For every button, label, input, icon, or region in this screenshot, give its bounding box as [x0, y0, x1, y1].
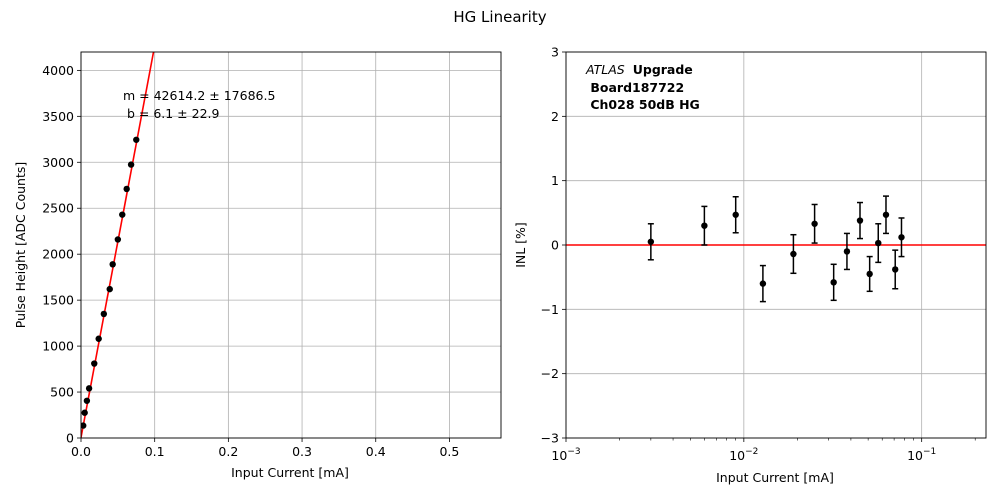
left-axes-frame [80, 51, 502, 439]
right-x-tick-label: 10−2 [729, 447, 758, 463]
left-x-axis-label: Input Current [mA] [231, 465, 349, 480]
left-data-points [81, 136, 140, 429]
left-data-point [81, 422, 87, 429]
inl-data-points [647, 211, 905, 287]
left-data-point [95, 335, 102, 342]
right-y-tick-label: 1 [551, 173, 559, 188]
inl-data-point [811, 220, 818, 227]
left-panel: 0.0 0.1 0.2 0.3 0.4 0.5 0 500 1000 1500 2000 2500 30… [13, 51, 502, 480]
inl-data-point [647, 238, 655, 245]
right-y-tick-label: 3 [551, 45, 559, 60]
left-data-point [91, 360, 98, 367]
left-data-point [109, 261, 116, 268]
atlas-upgrade-annotation: ATLAS Upgrade [585, 62, 693, 77]
right-ticks: 10−3 10−2 10−1 −3 −2 −1 0 1 2 3 [541, 45, 976, 463]
right-y-tick-label: −3 [541, 431, 559, 446]
right-panel: 10−3 10−2 10−1 −3 −2 −1 0 1 2 3 Input Current [mA… [513, 45, 987, 485]
inl-data-point [892, 266, 899, 273]
inl-data-point [866, 270, 873, 278]
right-y-tick-label: 2 [551, 109, 559, 124]
left-grid [80, 52, 501, 439]
left-data-point [119, 211, 126, 218]
inl-data-point [759, 280, 767, 287]
left-data-point [83, 397, 91, 404]
left-x-tick-label: 0.3 [292, 444, 312, 459]
left-y-tick-label: 2000 [42, 247, 74, 262]
left-x-tick-label: 0.2 [218, 444, 238, 459]
left-ticks: 0.0 0.1 0.2 0.3 0.4 0.5 0 500 1000 1500 2000 2500 30… [42, 63, 459, 459]
left-data-point [114, 236, 122, 243]
right-y-tick-label: −2 [541, 366, 559, 381]
left-y-tick-label: 1000 [42, 339, 74, 354]
fit-slope-annotation: m = 42614.2 ± 17686.5 [123, 88, 275, 103]
left-x-tick-label: 0.4 [366, 444, 386, 459]
inl-data-point [790, 250, 797, 258]
right-y-tick-label: 0 [551, 238, 559, 253]
left-y-tick-label: 500 [50, 385, 74, 400]
right-x-tick-label: 10−1 [907, 447, 936, 463]
left-y-tick-label: 1500 [42, 293, 74, 308]
inl-data-point [843, 248, 851, 255]
left-y-tick-label: 2500 [42, 201, 74, 216]
inl-data-point [856, 217, 864, 224]
right-y-tick-label: −1 [541, 302, 559, 317]
right-x-axis-label: Input Current [mA] [716, 470, 834, 485]
inl-data-point [875, 239, 882, 247]
right-y-axis-label: INL [%] [513, 222, 528, 268]
board-annotation: Board187722 [586, 80, 684, 95]
left-data-point [106, 285, 113, 293]
channel-annotation: Ch028 50dB HG [586, 97, 700, 112]
figure-title: HG Linearity [453, 8, 546, 26]
left-y-tick-label: 4000 [42, 63, 74, 78]
left-data-point [123, 185, 130, 193]
fit-intercept-annotation: b = 6.1 ± 22.9 [123, 106, 220, 121]
error-bars [647, 195, 905, 303]
left-data-point [100, 310, 108, 318]
left-y-tick-label: 3000 [42, 155, 74, 170]
left-y-tick-label: 0 [66, 431, 74, 446]
inl-data-point [830, 279, 837, 286]
left-data-point [85, 385, 93, 392]
inl-data-point [732, 211, 739, 218]
inl-data-point [701, 222, 708, 229]
upgrade-label: Upgrade [633, 62, 693, 77]
linear-fit-line [81, 52, 155, 438]
left-y-tick-label: 3500 [42, 109, 74, 124]
left-x-tick-label: 0.1 [145, 444, 165, 459]
right-x-tick-label: 10−3 [551, 447, 580, 463]
left-data-point [127, 161, 135, 168]
atlas-label: ATLAS [585, 62, 625, 77]
left-x-tick-label: 0.0 [71, 444, 91, 459]
inl-data-point [898, 234, 905, 241]
inl-data-point [882, 211, 890, 218]
left-x-tick-label: 0.5 [439, 444, 459, 459]
left-data-point [81, 409, 88, 416]
left-y-axis-label: Pulse Height [ADC Counts] [13, 162, 28, 328]
left-data-point [133, 136, 140, 143]
